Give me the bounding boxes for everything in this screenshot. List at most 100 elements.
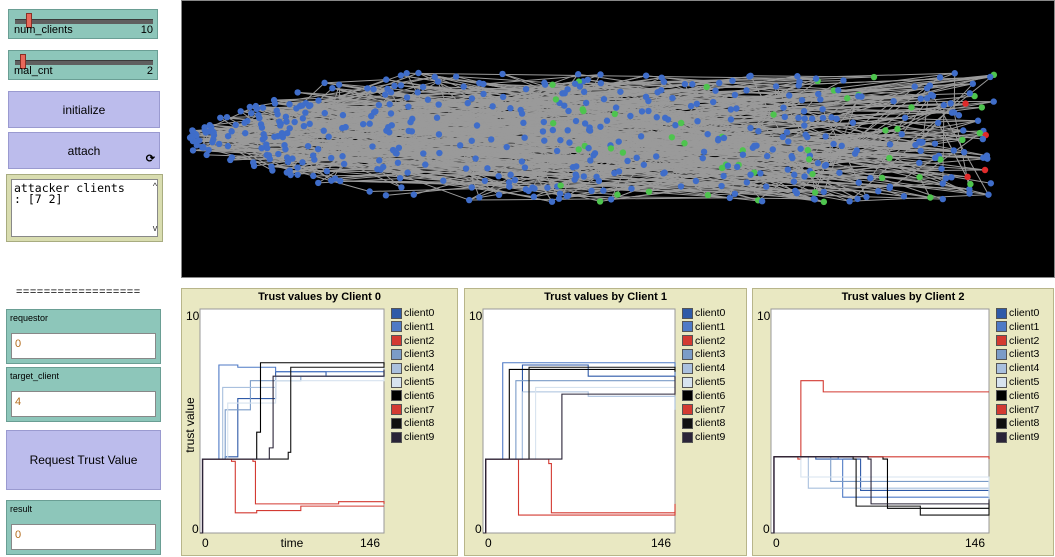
num-clients-slider[interactable]: num_clients 10 (8, 9, 158, 39)
plot-area (482, 308, 676, 534)
slider-thumb[interactable] (26, 13, 32, 28)
legend-swatch (391, 417, 402, 429)
mal-cnt-slider[interactable]: mal_cnt 2 (8, 50, 158, 80)
legend-swatch (391, 307, 402, 319)
scroll-up-icon[interactable]: ^ (152, 181, 158, 191)
slider-label: num_clients (14, 24, 73, 36)
legend-swatch (391, 321, 402, 333)
legend-label: client3 (1009, 348, 1040, 361)
series-line-client9 (483, 376, 676, 534)
legend-label: client9 (695, 431, 726, 444)
output-area: attacker clients : [7 2] ^ v (6, 174, 163, 242)
legend-item-client2: client2 (391, 335, 434, 347)
output-line: attacker clients (14, 181, 125, 195)
legend-item-client6: client6 (996, 390, 1039, 402)
legend-swatch (996, 417, 1007, 429)
legend-item-client8: client8 (391, 417, 434, 429)
legend-swatch (391, 362, 402, 374)
output-text[interactable]: attacker clients : [7 2] (11, 179, 158, 237)
legend-swatch (682, 390, 693, 402)
legend-item-client6: client6 (682, 390, 725, 402)
request-trust-value-button[interactable]: Request Trust Value (6, 430, 161, 490)
legend-swatch (682, 404, 693, 416)
y-max-label: 10 (757, 309, 771, 323)
legend-swatch (682, 376, 693, 388)
initialize-button[interactable]: initialize (8, 91, 160, 128)
target-client-field[interactable]: 4 (11, 391, 156, 417)
series-line-client9 (200, 369, 385, 534)
initialize-label: initialize (62, 102, 106, 117)
legend-item-client4: client4 (682, 362, 725, 374)
legend-swatch (391, 335, 402, 347)
target-client-input[interactable]: target_client 4 (6, 367, 161, 422)
legend-item-client3: client3 (996, 348, 1039, 360)
x-max-label: 146 (965, 536, 985, 550)
legend-swatch (996, 348, 1007, 360)
legend-item-client9: client9 (391, 431, 434, 443)
attach-button[interactable]: attach ⟳ (8, 132, 160, 169)
legend-label: client7 (404, 403, 435, 416)
legend-swatch (996, 362, 1007, 374)
legend-swatch (682, 362, 693, 374)
input-label: result (10, 504, 33, 514)
x-max-label: 146 (360, 536, 380, 550)
legend-swatch (996, 321, 1007, 333)
legend-label: client0 (404, 307, 435, 319)
trust-plot-client-0[interactable]: Trust values by Client 0 10 0 0 146 time trus… (181, 288, 458, 556)
plot-title: Trust values by Client 2 (841, 291, 965, 303)
legend-label: client5 (695, 376, 726, 388)
output-line: : [7 2] (14, 192, 63, 206)
legend-swatch (391, 390, 402, 402)
legend-swatch (996, 376, 1007, 388)
legend-swatch (682, 307, 693, 319)
plot-area (770, 308, 990, 534)
legend-item-client7: client7 (391, 404, 434, 416)
graph-links (189, 72, 995, 203)
legend-label: client3 (404, 348, 435, 361)
legend-item-client2: client2 (996, 335, 1039, 347)
legend-label: client5 (404, 376, 435, 388)
legend-item-client1: client1 (391, 321, 434, 333)
scroll-down-icon[interactable]: v (152, 223, 158, 233)
legend-item-client2: client2 (682, 335, 725, 347)
world-view[interactable] (181, 0, 1055, 278)
x-max-label: 146 (651, 536, 671, 550)
legend-item-client7: client7 (996, 404, 1039, 416)
x-axis-label: time (281, 536, 304, 550)
trust-plot-client-1[interactable]: Trust values by Client 1 10 0 0 146 client0 c… (464, 288, 747, 556)
legend-swatch (996, 404, 1007, 416)
separator-note: ================== (16, 286, 141, 298)
slider-track (15, 60, 153, 65)
x-min-label: 0 (485, 536, 492, 550)
legend-item-client4: client4 (391, 362, 434, 374)
slider-value: 2 (146, 65, 153, 77)
legend-swatch (682, 335, 693, 347)
legend-label: client3 (695, 348, 726, 361)
legend-label: client2 (1009, 334, 1040, 347)
legend-item-client0: client0 (391, 307, 434, 319)
legend-label: client7 (1009, 403, 1040, 416)
trust-plot-client-2[interactable]: Trust values by Client 2 10 0 0 146 client0 c… (752, 288, 1054, 556)
requestor-field[interactable]: 0 (11, 333, 156, 359)
slider-thumb[interactable] (20, 54, 26, 69)
input-label: requestor (10, 313, 49, 323)
legend-swatch (391, 348, 402, 360)
legend-label: client2 (695, 334, 726, 347)
legend-label: client6 (1009, 389, 1040, 402)
y-min-label: 0 (475, 522, 482, 536)
legend-item-client0: client0 (682, 307, 725, 319)
y-axis-label: trust value (183, 397, 197, 453)
slider-track (15, 19, 153, 24)
x-min-label: 0 (773, 536, 780, 550)
legend-item-client7: client7 (682, 404, 725, 416)
legend-swatch (391, 376, 402, 388)
legend-label: client4 (1009, 362, 1040, 375)
graph-nodes (186, 69, 998, 206)
legend-item-client5: client5 (996, 376, 1039, 388)
plot-title: Trust values by Client 1 (544, 291, 667, 303)
legend-item-client8: client8 (682, 417, 725, 429)
legend-swatch (996, 390, 1007, 402)
legend-item-client1: client1 (682, 321, 725, 333)
legend-swatch (682, 417, 693, 429)
requestor-input[interactable]: requestor 0 (6, 309, 161, 364)
